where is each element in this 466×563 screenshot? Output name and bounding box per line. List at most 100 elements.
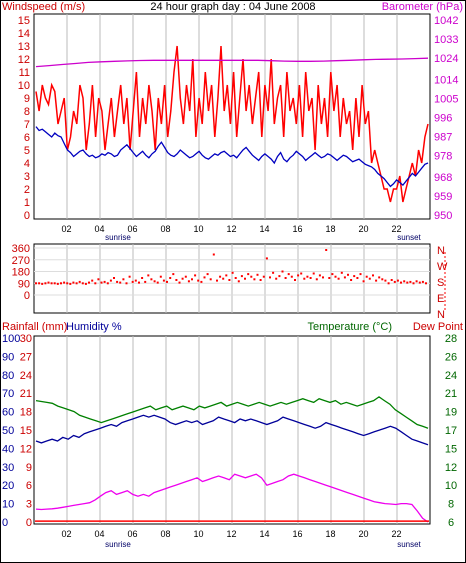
humidity-tick-label: 80 xyxy=(2,370,14,382)
direction-point xyxy=(372,274,374,277)
humidity-tick-label: 70 xyxy=(2,388,14,400)
barometer-tick-label: 1014 xyxy=(434,74,458,86)
direction-point xyxy=(353,275,356,278)
direction-point xyxy=(141,277,144,279)
direction-point xyxy=(203,276,206,279)
x-tick-label: 22 xyxy=(391,224,401,234)
windspeed-tick-label: 5 xyxy=(24,145,30,157)
direction-degree-label: 360 xyxy=(12,243,30,255)
direction-point xyxy=(166,280,168,283)
direction-point xyxy=(125,282,128,285)
direction-point xyxy=(325,249,328,251)
direction-point xyxy=(100,281,103,284)
windspeed-tick-label: 11 xyxy=(19,67,30,79)
direction-point xyxy=(312,272,315,275)
direction-point xyxy=(256,273,259,276)
direction-point xyxy=(66,282,69,285)
direction-point xyxy=(144,280,147,283)
x-tick-label: 22 xyxy=(391,529,401,539)
direction-point xyxy=(91,279,94,282)
direction-point xyxy=(209,278,212,281)
compass-label: N xyxy=(437,309,445,321)
climate-series-layer xyxy=(35,396,429,523)
direction-point xyxy=(84,282,87,285)
direction-point xyxy=(309,277,312,279)
direction-point xyxy=(393,280,396,283)
x-tick-label: 14 xyxy=(259,529,269,539)
direction-point xyxy=(425,282,427,285)
windspeed-tick-label: 3 xyxy=(24,171,30,183)
direction-point xyxy=(403,280,406,283)
direction-point xyxy=(234,277,237,279)
barometer-tick-label: 987 xyxy=(434,132,452,144)
rainfall-tick-label: 3 xyxy=(26,499,32,511)
direction-point xyxy=(340,271,343,274)
direction-point xyxy=(150,278,153,281)
temperature-tick-label: 19 xyxy=(445,407,457,419)
x-tick-label: 16 xyxy=(292,529,302,539)
direction-point xyxy=(284,277,287,279)
direction-point xyxy=(237,280,240,283)
x-tick-label: 20 xyxy=(358,529,368,539)
direction-point xyxy=(88,281,90,284)
direction-point xyxy=(50,282,53,285)
windspeed-tick-label: 1 xyxy=(24,197,30,209)
x-tick-label: 12 xyxy=(226,529,236,539)
barometer-ticks: 950 959 968 978 987 996 1005 1014 1024 1033 1042 xyxy=(434,15,458,222)
direction-point xyxy=(290,275,293,278)
humidity-tick-label: 100 xyxy=(2,333,20,345)
climate-right-ticks: 6 8 10 12 15 17 19 21 24 26 28 xyxy=(445,333,457,529)
direction-point xyxy=(378,276,381,279)
direction-point xyxy=(343,276,346,279)
windspeed-tick-label: 2 xyxy=(24,184,30,196)
direction-point xyxy=(334,275,337,278)
temp-humidity-chart: Rainfall (mm) Humidity % Temperature (°C… xyxy=(2,321,463,549)
rainfall-tick-label: 24 xyxy=(20,370,32,382)
direction-point xyxy=(415,280,418,283)
direction-point xyxy=(216,279,218,282)
x-tick-label: 02 xyxy=(61,224,71,234)
direction-point xyxy=(253,278,256,281)
direction-point xyxy=(331,273,334,276)
direction-point xyxy=(418,281,421,284)
direction-point xyxy=(318,274,321,277)
direction-point xyxy=(359,273,362,276)
temperature-tick-label: 26 xyxy=(445,351,457,363)
direction-point xyxy=(47,281,50,284)
temperature-tick-label: 28 xyxy=(445,333,457,345)
direction-point xyxy=(184,275,187,278)
windspeed-tick-label: 9 xyxy=(24,93,30,105)
direction-point xyxy=(69,282,72,285)
direction-point xyxy=(200,280,203,283)
barometer-tick-label: 1024 xyxy=(434,53,458,65)
compass-label: E xyxy=(437,293,444,305)
direction-point xyxy=(60,282,62,285)
x-tick-label: 04 xyxy=(94,529,104,539)
direction-point xyxy=(400,281,402,284)
x-tick-label: 02 xyxy=(61,529,71,539)
x-tick-label: 16 xyxy=(292,224,302,234)
direction-point xyxy=(116,280,119,283)
direction-point xyxy=(35,282,37,285)
direction-point xyxy=(250,275,253,278)
direction-point xyxy=(275,277,278,280)
direction-point xyxy=(38,282,41,285)
direction-point xyxy=(128,275,131,278)
humidity-tick-label: 30 xyxy=(2,462,14,474)
windspeed-tick-label: 10 xyxy=(18,80,30,92)
barometer-tick-label: 950 xyxy=(434,210,452,222)
direction-point xyxy=(381,278,384,281)
rainfall-tick-label: 18 xyxy=(20,407,32,419)
direction-point xyxy=(156,281,159,284)
temperature-tick-label: 6 xyxy=(448,517,454,529)
humidity-tick-label: 50 xyxy=(2,425,14,437)
direction-point xyxy=(81,282,84,285)
direction-point xyxy=(247,273,250,276)
barometer-tick-label: 996 xyxy=(434,113,452,125)
direction-point xyxy=(368,277,371,280)
dewpoint-line xyxy=(35,473,429,523)
barometer-tick-label: 1042 xyxy=(434,15,458,27)
series-layer xyxy=(35,45,429,203)
